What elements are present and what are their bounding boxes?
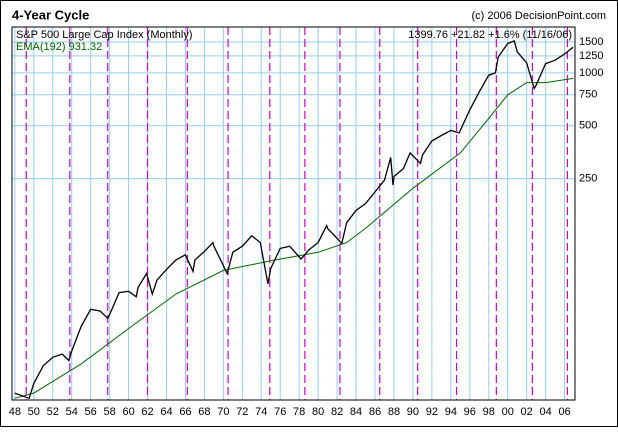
x-tick-label: 50 bbox=[28, 406, 40, 418]
x-tick-label: 98 bbox=[483, 406, 495, 418]
x-tick-label: 00 bbox=[502, 406, 514, 418]
x-tick-label: 04 bbox=[539, 406, 551, 418]
plot-area bbox=[12, 27, 575, 400]
x-tick-label: 78 bbox=[293, 406, 305, 418]
x-tick-label: 88 bbox=[388, 406, 400, 418]
x-tick-label: 90 bbox=[407, 406, 419, 418]
x-tick-label: 62 bbox=[141, 406, 153, 418]
x-tick-label: 60 bbox=[122, 406, 134, 418]
x-tick-label: 52 bbox=[47, 406, 59, 418]
x-tick-label: 84 bbox=[350, 406, 362, 418]
x-tick-label: 92 bbox=[426, 406, 438, 418]
plot-layer bbox=[12, 27, 575, 400]
x-tick-label: 76 bbox=[274, 406, 286, 418]
x-tick-label: 58 bbox=[103, 406, 115, 418]
x-tick-label: 06 bbox=[558, 406, 570, 418]
x-tick-label: 72 bbox=[236, 406, 248, 418]
x-tick-label: 74 bbox=[255, 406, 267, 418]
x-tick-label: 82 bbox=[331, 406, 343, 418]
x-tick-label: 56 bbox=[85, 406, 97, 418]
x-tick-label: 96 bbox=[464, 406, 476, 418]
ema-label: EMA(192) 931.32 bbox=[16, 41, 102, 53]
x-tick-label: 68 bbox=[198, 406, 210, 418]
chart-title: 4-Year Cycle bbox=[12, 7, 89, 22]
x-tick-label: 48 bbox=[9, 406, 21, 418]
y-tick-label: 1500 bbox=[579, 36, 603, 48]
x-tick-label: 54 bbox=[66, 406, 78, 418]
series-line bbox=[14, 77, 574, 399]
x-tick-label: 86 bbox=[369, 406, 381, 418]
plot-border bbox=[11, 26, 576, 401]
x-tick-label: 64 bbox=[160, 406, 172, 418]
x-tick-label: 66 bbox=[179, 406, 191, 418]
y-tick-label: 250 bbox=[579, 172, 597, 184]
x-tick-label: 02 bbox=[521, 406, 533, 418]
y-tick-label: 500 bbox=[579, 120, 597, 132]
copyright: (c) 2006 DecisionPoint.com bbox=[471, 10, 606, 22]
series-line bbox=[14, 40, 574, 400]
x-tick-label: 70 bbox=[217, 406, 229, 418]
subtitle: S&P 500 Large Cap Index (Monthly) bbox=[16, 29, 193, 41]
x-tick-label: 94 bbox=[445, 406, 457, 418]
last-quote: 1399.76 +21.82 +1.6% (11/16/06) bbox=[408, 29, 572, 41]
y-tick-label: 1000 bbox=[579, 67, 603, 79]
y-tick-label: 1250 bbox=[579, 50, 603, 62]
x-tick-label: 80 bbox=[312, 406, 324, 418]
y-tick-label: 750 bbox=[579, 89, 597, 101]
